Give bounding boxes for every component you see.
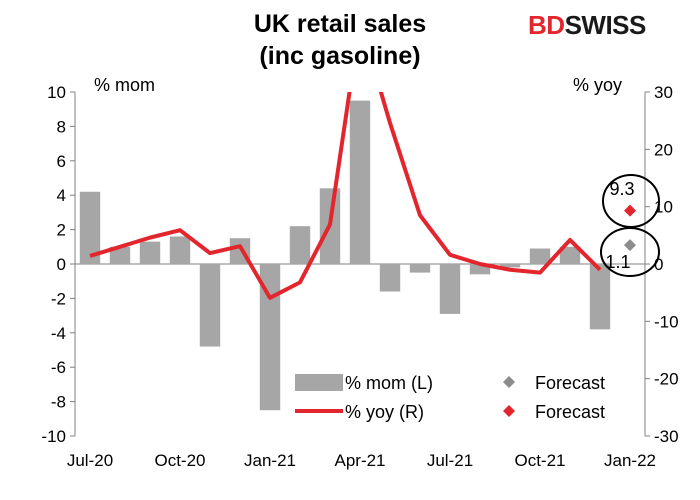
legend-forecast-red-swatch [503, 405, 515, 417]
x-tick-label: Jul-20 [67, 451, 113, 470]
mom-bar [349, 100, 371, 264]
legend-mom-swatch [295, 374, 343, 391]
yoy-forecast-annotation: 9.3 [609, 179, 634, 199]
right-tick-label: -20 [654, 370, 679, 389]
legend-mom-label: % mom (L) [345, 373, 433, 393]
mom-bar [499, 264, 521, 268]
x-tick-label: Oct-21 [514, 451, 565, 470]
forecast-mom-marker [624, 239, 636, 252]
left-tick-label: 4 [57, 186, 66, 205]
x-tick-label: Jul-21 [427, 451, 473, 470]
yoy-line [89, 92, 602, 300]
left-tick-label: 8 [57, 117, 66, 136]
mom-bar [379, 264, 401, 292]
left-tick-label: 0 [57, 255, 66, 274]
chart-subtitle: (inc gasoline) [259, 42, 420, 70]
axes: -10-8-6-4-20246810-30-20-100102030Jul-20… [41, 83, 678, 470]
forecast-yoy-marker [624, 204, 636, 217]
left-tick-label: 10 [47, 83, 66, 102]
yoy-forecast-circle [602, 174, 660, 228]
right-tick-label: 0 [654, 255, 663, 274]
left-tick-label: 6 [57, 152, 66, 171]
legend: % mom (L) Forecast % yoy (R) Forecast [295, 373, 605, 422]
mom-bar [529, 248, 551, 264]
chart-title: UK retail sales [254, 10, 426, 38]
x-tick-label: Jan-21 [244, 451, 296, 470]
mom-bar [259, 264, 281, 411]
mom-bar [79, 191, 101, 264]
mom-bar [109, 246, 131, 264]
left-axis-label: % mom [94, 75, 155, 95]
logo-swiss: SWISS [564, 10, 647, 40]
right-tick-label: 10 [654, 198, 673, 217]
right-tick-label: -30 [654, 427, 679, 446]
x-tick-label: Apr-21 [334, 451, 385, 470]
bdswiss-logo: BDSWISS [528, 10, 646, 41]
left-tick-label: -6 [51, 358, 66, 377]
left-tick-label: -2 [51, 289, 66, 308]
forecast-markers [624, 204, 636, 252]
mom-bar [139, 241, 161, 264]
left-tick-label: -10 [41, 427, 66, 446]
annotations: 9.3 1.1 [600, 174, 660, 277]
left-tick-label: -4 [51, 324, 66, 343]
right-tick-label: 30 [654, 83, 673, 102]
yoy-line-layer [89, 92, 602, 300]
x-tick-label: Oct-20 [154, 451, 205, 470]
mom-bar [289, 226, 311, 264]
mom-bar [409, 264, 431, 273]
legend-forecast-grey-label: Forecast [535, 373, 605, 393]
mom-forecast-annotation: 1.1 [605, 252, 630, 272]
left-tick-label: 2 [57, 221, 66, 240]
mom-bar [559, 246, 581, 264]
left-tick-label: -8 [51, 393, 66, 412]
mom-bar [469, 264, 491, 275]
mom-bar [439, 264, 461, 314]
mom-bars [79, 100, 611, 411]
mom-bar [589, 264, 611, 330]
right-tick-label: 20 [654, 140, 673, 159]
mom-bar [199, 264, 221, 347]
right-tick-label: -10 [654, 312, 679, 331]
logo-bd: BD [528, 10, 565, 40]
x-tick-label: Jan-22 [604, 451, 656, 470]
legend-forecast-grey-swatch [503, 376, 515, 388]
legend-forecast-red-label: Forecast [535, 402, 605, 422]
mom-bar [169, 236, 191, 264]
legend-yoy-label: % yoy (R) [345, 402, 424, 422]
right-axis-label: % yoy [573, 75, 622, 95]
mom-forecast-circle [600, 227, 660, 277]
